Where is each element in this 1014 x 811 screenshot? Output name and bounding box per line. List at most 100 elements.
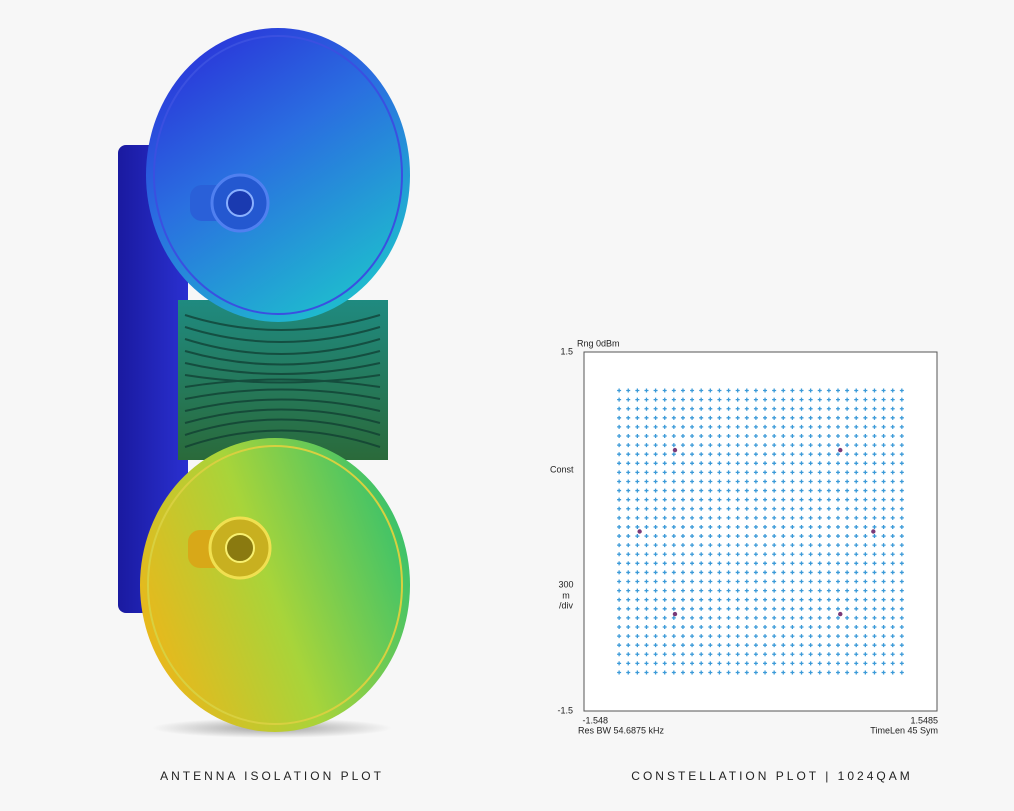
constellation-point (890, 643, 895, 648)
constellation-point (726, 415, 731, 420)
constellation-point (717, 561, 722, 566)
constellation-point (799, 652, 804, 657)
constellation-point (735, 624, 740, 629)
constellation-point (662, 534, 667, 539)
constellation-point (763, 579, 768, 584)
constellation-point (890, 434, 895, 439)
constellation-point (617, 661, 622, 666)
constellation-point (708, 388, 713, 393)
constellation-point (753, 406, 758, 411)
constellation-point (899, 661, 904, 666)
constellation-point (626, 643, 631, 648)
constellation-point (890, 443, 895, 448)
constellation-point (881, 388, 886, 393)
constellation-point (781, 479, 786, 484)
constellation-point (617, 652, 622, 657)
constellation-point (662, 415, 667, 420)
constellation-point (744, 397, 749, 402)
constellation-point (635, 670, 640, 675)
constellation-point (644, 452, 649, 457)
constellation-point (835, 597, 840, 602)
constellation-point (781, 470, 786, 475)
constellation-point (835, 543, 840, 548)
constellation-point (662, 497, 667, 502)
constellation-point (817, 452, 822, 457)
constellation-point (753, 470, 758, 475)
constellation-point (763, 443, 768, 448)
constellation-point (790, 579, 795, 584)
constellation-point (744, 543, 749, 548)
constellation-point (835, 552, 840, 557)
constellation-point (863, 415, 868, 420)
constellation-point (635, 561, 640, 566)
constellation-point (854, 606, 859, 611)
constellation-point (772, 461, 777, 466)
constellation-point (835, 488, 840, 493)
constellation-point (772, 397, 777, 402)
constellation-point (644, 479, 649, 484)
constellation-point (899, 434, 904, 439)
constellation-point (671, 488, 676, 493)
constellation-point (644, 406, 649, 411)
constellation-point (817, 615, 822, 620)
constellation-point (826, 561, 831, 566)
constellation-point (863, 479, 868, 484)
constellation-point (690, 643, 695, 648)
constellation-point (662, 388, 667, 393)
constellation-point (726, 434, 731, 439)
constellation-point (753, 670, 758, 675)
constellation-point (881, 506, 886, 511)
constellation-point (781, 588, 786, 593)
antenna-render (118, 28, 410, 738)
constellation-point (644, 388, 649, 393)
constellation-point (617, 579, 622, 584)
constellation-point (653, 406, 658, 411)
constellation-point (899, 552, 904, 557)
constellation-point (817, 424, 822, 429)
constellation-point (690, 670, 695, 675)
constellation-point (845, 634, 850, 639)
constellation-point (653, 552, 658, 557)
constellation-point (635, 534, 640, 539)
constellation-point (845, 479, 850, 484)
constellation-point (899, 415, 904, 420)
constellation-point (899, 579, 904, 584)
constellation-point (799, 588, 804, 593)
constellation-point (817, 652, 822, 657)
constellation-point (680, 643, 685, 648)
constellation-point (671, 388, 676, 393)
constellation-point (708, 606, 713, 611)
constellation-point (753, 506, 758, 511)
constellation-point (763, 515, 768, 520)
constellation-point (863, 452, 868, 457)
constellation-point (854, 670, 859, 675)
constellation-point (863, 588, 868, 593)
constellation-point (744, 552, 749, 557)
constellation-point (626, 597, 631, 602)
constellation-point (772, 470, 777, 475)
constellation-point (708, 397, 713, 402)
constellation-point (671, 506, 676, 511)
constellation-point (872, 534, 877, 539)
scale-label: m (562, 590, 570, 600)
constellation-point (744, 488, 749, 493)
constellation-point (835, 634, 840, 639)
constellation-point (680, 597, 685, 602)
constellation-point (799, 434, 804, 439)
constellation-point (626, 588, 631, 593)
highlight-point (838, 611, 843, 617)
constellation-point (708, 470, 713, 475)
constellation-point (808, 452, 813, 457)
constellation-point (817, 488, 822, 493)
constellation-point (817, 661, 822, 666)
constellation-point (680, 424, 685, 429)
constellation-point (890, 624, 895, 629)
constellation-point (617, 470, 622, 475)
constellation-point (708, 543, 713, 548)
constellation-point (772, 415, 777, 420)
constellation-point (617, 488, 622, 493)
constellation-point (735, 543, 740, 548)
y-tick-label: 1.5 (560, 346, 573, 356)
constellation-point (662, 597, 667, 602)
constellation-point (781, 488, 786, 493)
